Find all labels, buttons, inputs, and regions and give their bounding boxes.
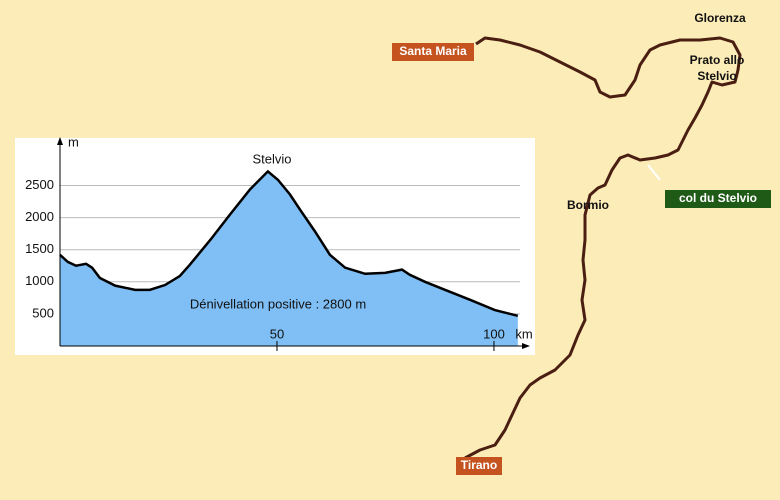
y-axis-label: m [68, 134, 79, 149]
pointer [647, 164, 661, 181]
arrow [57, 137, 63, 145]
place-label: Bormio [567, 198, 609, 212]
x-tick-label: 50 [270, 326, 284, 341]
arrow [522, 343, 530, 349]
place-label: Stelvio [697, 69, 736, 83]
x-tick-label: 100 [483, 326, 505, 341]
place-label: Santa Maria [399, 44, 467, 58]
y-tick-label: 2000 [25, 209, 54, 224]
place-label: Glorenza [694, 11, 746, 25]
label-box [665, 190, 771, 208]
area-fill [60, 171, 518, 346]
route [464, 36, 742, 460]
y-tick-label: 1500 [25, 241, 54, 256]
y-tick-label: 2500 [25, 177, 54, 192]
place-label: Prato allo [690, 53, 745, 67]
y-tick-label: 1000 [25, 273, 54, 288]
place-label: Tirano [461, 458, 497, 472]
chart: 500 1000 1500 2000 2500 50 100 m km Stelvio Dénive… [25, 134, 533, 351]
annotation: Dénivellation positive : 2800 m [190, 296, 366, 311]
label-box [456, 457, 502, 475]
profile-line [59, 169, 519, 318]
label-box [392, 43, 474, 61]
y-tick-label: 500 [32, 305, 54, 320]
x-axis-label: km [515, 326, 532, 341]
annotation: Stelvio [252, 151, 291, 166]
place-label: col du Stelvio [679, 191, 757, 205]
